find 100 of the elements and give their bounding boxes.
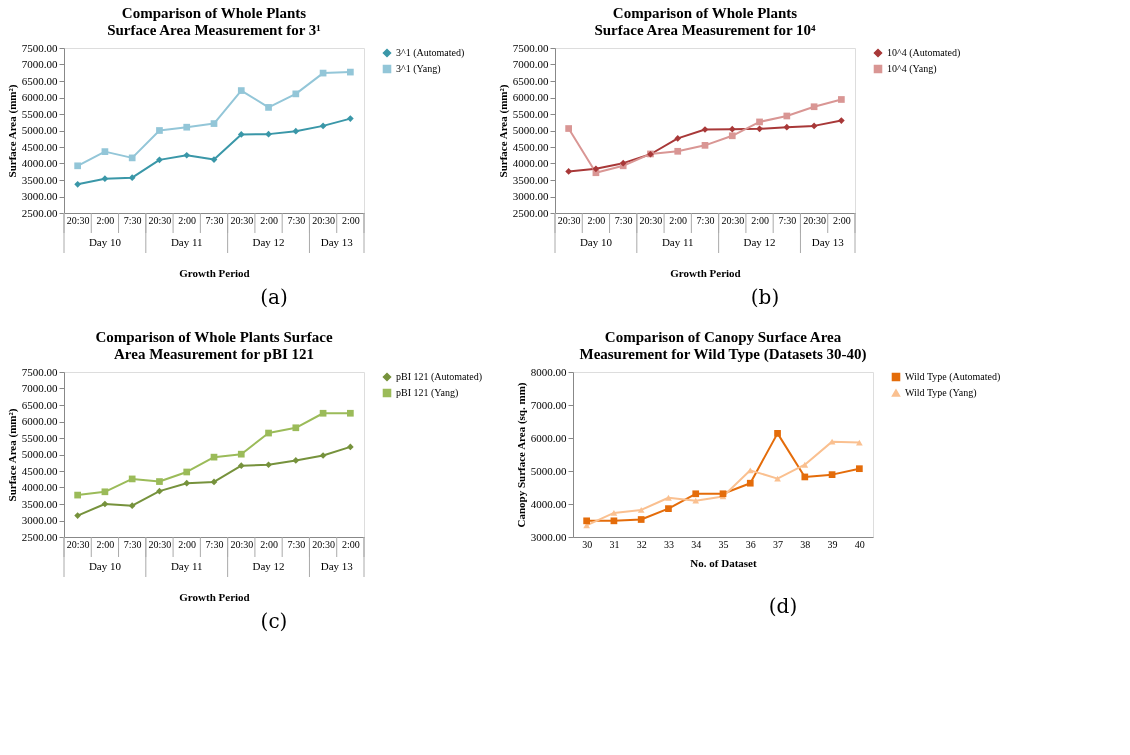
x-tick-label: 35 bbox=[718, 538, 729, 550]
y-tick-label: 7000.00 bbox=[530, 398, 567, 411]
y-tick-label: 2500.00 bbox=[21, 206, 58, 219]
text: (a) bbox=[260, 285, 288, 309]
x-tick-label: 7:30 bbox=[205, 538, 224, 550]
y-tick-label: 8000.00 bbox=[530, 365, 567, 378]
chart-title: Comparison of Whole Plants Surface Area Measurement for 10⁴ bbox=[594, 5, 817, 38]
text: Day 13 bbox=[320, 236, 354, 248]
x-tick-label: 20:30 bbox=[66, 214, 90, 226]
text: Day 11 bbox=[170, 236, 203, 248]
text: Day 13 bbox=[811, 236, 845, 248]
legend-label: 10^4 (Automated) bbox=[887, 47, 961, 59]
x-tick-label: 37 bbox=[773, 538, 784, 550]
x-tick-label: 20:30 bbox=[312, 214, 335, 226]
x-tick-label: 20:30 bbox=[66, 538, 90, 550]
x-axis-title: Growth Period bbox=[670, 266, 741, 279]
x-tick-label: 2:00 bbox=[751, 214, 769, 226]
y-tick-label: 2500.00 bbox=[512, 206, 549, 219]
y-tick-label: 6500.00 bbox=[21, 398, 58, 411]
x-tick-label: 7:30 bbox=[287, 214, 306, 226]
y-tick-label: 6000.00 bbox=[512, 91, 549, 103]
y-tick-label: 4000.00 bbox=[21, 481, 58, 493]
x-tick-label: 20:30 bbox=[803, 214, 826, 226]
text: (b) bbox=[750, 285, 780, 309]
x-tick-label: 39 bbox=[827, 538, 838, 550]
x-tick-label: 2:00 bbox=[178, 538, 197, 550]
chart-title: Comparison of Whole Plants Surface Area Measurement for pBI 121 bbox=[95, 329, 333, 362]
y-tick-label: 6500.00 bbox=[512, 74, 549, 87]
x-tick-label: 7:30 bbox=[778, 214, 797, 226]
x-tick-label: 7:30 bbox=[696, 214, 715, 226]
x-axis-title: Growth Period bbox=[179, 590, 250, 603]
y-tick-label: 5500.00 bbox=[21, 431, 58, 444]
legend-label: Wild Type (Yang) bbox=[905, 387, 977, 399]
x-tick-label: 34 bbox=[691, 538, 702, 550]
y-tick-label: 4000.00 bbox=[530, 497, 567, 510]
y-tick-label: 7500.00 bbox=[21, 365, 58, 378]
x-tick-label: 20:30 bbox=[557, 214, 581, 226]
chart-title: Comparison of Canopy Surface Area Measurement for Wild Type (Datasets 30-40) bbox=[579, 329, 867, 363]
y-tick-label: 7000.00 bbox=[512, 58, 549, 70]
text: Day 11 bbox=[661, 236, 694, 248]
x-tick-label: 7:30 bbox=[205, 214, 224, 226]
y-tick-label: 4000.00 bbox=[512, 157, 549, 169]
x-tick-label: 40 bbox=[854, 538, 865, 550]
y-tick-label: 6000.00 bbox=[530, 431, 567, 444]
y-axis-title: Surface Area (mm²) bbox=[5, 408, 19, 502]
x-tick-label: 2:00 bbox=[832, 214, 851, 226]
y-tick-label: 6000.00 bbox=[21, 415, 58, 427]
x-tick-label: 2:00 bbox=[178, 214, 197, 226]
x-tick-label: 7:30 bbox=[123, 538, 142, 550]
text: (d) bbox=[768, 594, 798, 618]
y-axis-title: Canopy Surface Area (sq. mm) bbox=[514, 382, 528, 528]
legend-label: 3^1 (Automated) bbox=[396, 47, 465, 59]
y-tick-label: 2500.00 bbox=[21, 530, 58, 543]
x-tick-label: 20:30 bbox=[148, 538, 172, 550]
legend-label: 10^4 (Yang) bbox=[887, 63, 937, 75]
x-tick-label: 2:00 bbox=[587, 214, 606, 226]
y-tick-label: 3500.00 bbox=[21, 173, 58, 186]
text: Day 10 bbox=[88, 560, 122, 572]
y-tick-label: 5500.00 bbox=[21, 107, 58, 120]
y-tick-label: 5500.00 bbox=[512, 107, 549, 120]
legend-label: 3^1 (Yang) bbox=[396, 63, 441, 75]
x-tick-label: 38 bbox=[800, 538, 811, 550]
y-tick-label: 3000.00 bbox=[512, 190, 549, 202]
y-tick-label: 6000.00 bbox=[21, 91, 58, 103]
x-tick-label: 2:00 bbox=[260, 538, 278, 550]
x-tick-label: 20:30 bbox=[230, 214, 254, 226]
text: (c) bbox=[260, 609, 288, 633]
x-tick-label: 20:30 bbox=[312, 538, 335, 550]
text: Day 10 bbox=[579, 236, 613, 248]
y-tick-label: 7000.00 bbox=[21, 382, 58, 394]
y-tick-label: 5000.00 bbox=[21, 124, 58, 136]
x-tick-label: 20:30 bbox=[721, 214, 745, 226]
text: Day 10 bbox=[88, 236, 122, 248]
x-tick-label: 33 bbox=[663, 538, 674, 550]
legend-label: pBI 121 (Automated) bbox=[396, 371, 483, 383]
y-tick-label: 3000.00 bbox=[21, 190, 58, 202]
x-tick-label: 7:30 bbox=[123, 214, 142, 226]
text: Day 12 bbox=[252, 560, 285, 572]
x-tick-label: 31 bbox=[609, 538, 620, 550]
y-tick-label: 5000.00 bbox=[512, 124, 549, 136]
y-tick-label: 3000.00 bbox=[530, 530, 567, 543]
text: Day 12 bbox=[743, 236, 776, 248]
legend-label: Wild Type (Automated) bbox=[905, 371, 1001, 383]
x-tick-label: 32 bbox=[636, 538, 647, 550]
y-tick-label: 5000.00 bbox=[530, 464, 567, 477]
x-tick-label: 2:00 bbox=[96, 538, 115, 550]
legend-label: pBI 121 (Yang) bbox=[396, 387, 459, 399]
x-tick-label: 7:30 bbox=[287, 538, 306, 550]
text: Day 12 bbox=[252, 236, 285, 248]
x-tick-label: 7:30 bbox=[614, 214, 633, 226]
y-tick-label: 3000.00 bbox=[21, 514, 58, 526]
y-tick-label: 7000.00 bbox=[21, 58, 58, 70]
x-tick-label: 2:00 bbox=[96, 214, 115, 226]
x-tick-label: 2:00 bbox=[260, 214, 278, 226]
y-tick-label: 4000.00 bbox=[21, 157, 58, 169]
text: Day 13 bbox=[320, 560, 354, 572]
y-tick-label: 3500.00 bbox=[21, 497, 58, 510]
x-axis-title: No. of Dataset bbox=[690, 556, 757, 569]
x-tick-label: 2:00 bbox=[341, 214, 360, 226]
x-tick-label: 30 bbox=[582, 538, 593, 550]
